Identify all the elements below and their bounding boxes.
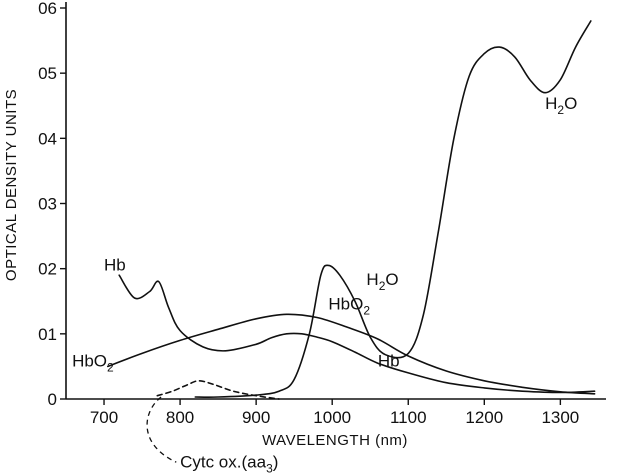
y-tick-label: 06 (38, 0, 57, 18)
curve-label: HbO2 (72, 351, 114, 374)
x-tick-label: 1100 (390, 408, 427, 427)
series-line-h-o (195, 21, 591, 397)
y-tick-label: 02 (38, 260, 57, 279)
curve-label: Hb (378, 351, 400, 370)
x-tick-label: 1000 (313, 408, 351, 427)
curve-label: H2O (366, 270, 398, 293)
x-tick-label: 800 (166, 408, 194, 427)
y-tick-label: 05 (38, 64, 57, 83)
x-tick-label: 700 (90, 408, 118, 427)
x-tick-label: 1200 (465, 408, 503, 427)
y-tick-label: 01 (38, 325, 57, 344)
curve-label: HbO2 (328, 295, 370, 318)
axes: 0 01 02 03 04 05 06 700 800 900 1000 1100 1200 1300 (38, 0, 606, 427)
y-tick-label: 0 (48, 390, 57, 409)
y-tick-label: 04 (38, 129, 57, 148)
spectral-curves (108, 21, 595, 462)
x-axis-title: WAVELENGTH (nm) (262, 432, 408, 449)
curve-label: Cytc ox.(aa3) (180, 452, 278, 475)
y-axis-title: OPTICAL DENSITY UNITS (3, 89, 20, 281)
curve-label: Hb (104, 256, 126, 275)
curve-label: H2O (545, 94, 577, 117)
y-tick-label: 03 (38, 195, 57, 214)
x-tick-label: 1300 (541, 408, 579, 427)
cytochrome-leader-line (147, 397, 176, 462)
x-tick-label: 900 (242, 408, 270, 427)
series-line-hb (119, 275, 594, 392)
series-line-hbo (108, 314, 595, 394)
